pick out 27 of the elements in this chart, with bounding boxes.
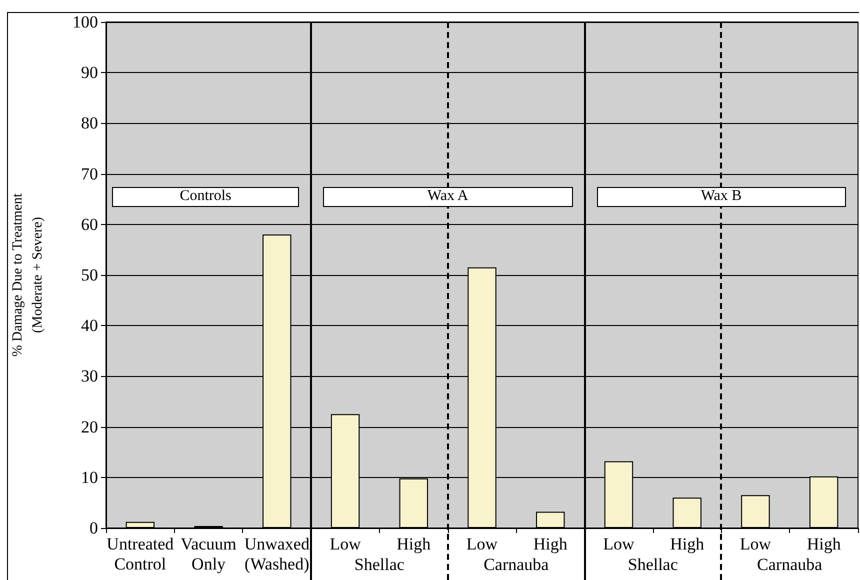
text: Carnauba — [756, 555, 824, 575]
y-axis-title: % Damage Due to Treatment (Moderate + Severe) — [10, 193, 46, 357]
y-tick-label: 90 — [81, 63, 98, 82]
x-tick-label: Low — [740, 534, 772, 554]
x-tick-label: Unwaxed (Washed) — [244, 534, 310, 574]
y-tick-label: 30 — [81, 366, 98, 386]
y-tick-label: 40 — [81, 316, 98, 336]
x-tick-label: Vacuum Only — [180, 534, 236, 574]
y-tick-label: 60 — [81, 214, 98, 234]
x-tick-label: High — [533, 534, 568, 554]
x-tick-label: Untreated Control — [106, 534, 174, 574]
x-tick-label: High — [396, 534, 432, 554]
y-tick-label: 10 — [81, 468, 98, 487]
text: Carnauba — [482, 555, 550, 575]
y-tick-label: 80 — [81, 114, 98, 133]
x-tick-label: Low — [330, 534, 362, 554]
y-tick-label: 70 — [81, 164, 98, 184]
y-tick-label: 20 — [81, 417, 98, 436]
y-tick-label: 100 — [72, 12, 98, 32]
y-tick-label: 0 — [90, 518, 98, 538]
y-tick-label: 50 — [81, 266, 98, 284]
x-tick-label: High — [806, 534, 842, 554]
text: Shellac — [626, 555, 679, 575]
text: Shellac — [353, 555, 406, 575]
x-tick-label: Low — [466, 534, 498, 554]
x-tick-label: High — [670, 534, 705, 554]
x-tick-label: Low — [603, 534, 636, 554]
